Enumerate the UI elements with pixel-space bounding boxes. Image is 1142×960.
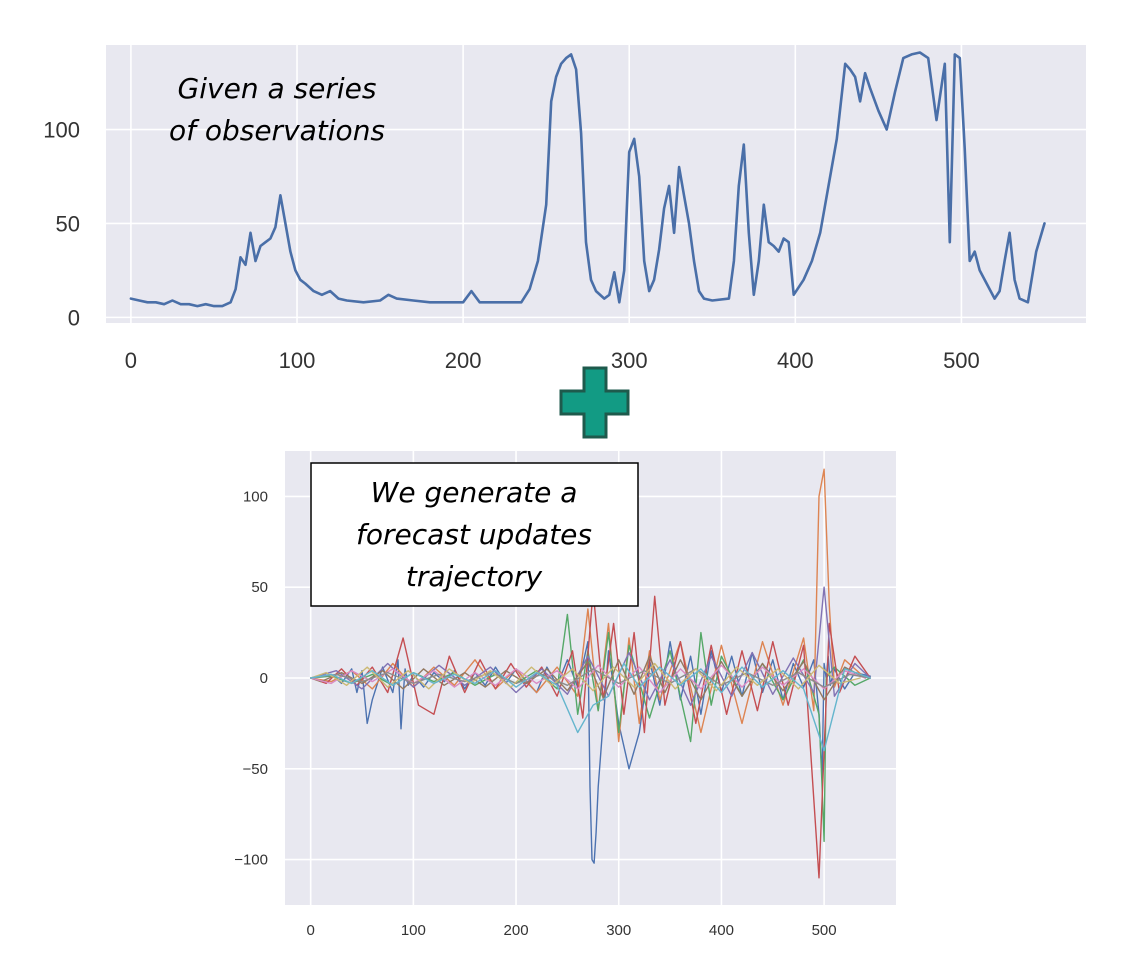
forecast-updates-x-tick-label: 0	[307, 922, 315, 939]
forecast-updates-y-tick-label: 100	[243, 488, 268, 505]
forecast-updates-x-tick-label: 200	[504, 922, 529, 939]
forecast-updates-series-line-6	[310, 655, 866, 701]
observations-series	[129, 51, 1046, 308]
observations-x-tick-label: 200	[445, 348, 482, 373]
plus-icon	[559, 366, 630, 439]
forecast-updates-series	[310, 468, 871, 879]
observations-annotation: Given a series of observations	[169, 72, 385, 147]
forecast-updates-chart: 0 100 200 300 400 500 −100 −50 0 50 100 We generat…	[234, 451, 896, 939]
observations-ticks: 0 100 200 300 400 500 0 50 100	[43, 118, 980, 373]
forecast-updates-y-tick-label: 0	[260, 670, 268, 687]
forecast-annotation-line-3: trajectory	[406, 560, 543, 593]
forecast-updates-y-tick-label: −100	[234, 852, 268, 869]
forecast-updates-y-tick-label: −50	[243, 761, 268, 778]
forecast-updates-series-line-3	[310, 613, 871, 843]
forecast-updates-x-tick-label: 100	[401, 922, 426, 939]
forecast-updates-series-line-7	[310, 664, 866, 694]
annotation-box	[310, 462, 639, 607]
observations-y-tick-label: 50	[56, 211, 80, 236]
forecast-updates-series-line-1	[310, 641, 871, 864]
forecast-updates-series-line-8	[310, 668, 871, 688]
observations-chart: 0 100 200 300 400 500 0 50 100 Given a series of…	[43, 45, 1086, 373]
forecast-updates-annotation: We generate a forecast updates trajector…	[310, 462, 639, 607]
observations-annotation-line-2: of observations	[169, 114, 385, 147]
forecast-updates-series-line-10	[310, 662, 871, 752]
observations-x-tick-label: 500	[943, 348, 980, 373]
observations-x-tick-label: 400	[777, 348, 814, 373]
forecast-annotation-line-1: We generate a	[371, 476, 578, 509]
forecast-updates-x-tick-label: 500	[812, 922, 837, 939]
forecast-updates-ticks: 0 100 200 300 400 500 −100 −50 0 50 100	[234, 488, 836, 939]
forecast-updates-x-tick-label: 300	[606, 922, 631, 939]
forecast-updates-series-line-4	[310, 590, 871, 879]
observations-y-tick-label: 100	[43, 118, 80, 143]
observations-x-tick-label: 100	[279, 348, 316, 373]
observations-y-tick-label: 0	[68, 305, 80, 330]
forecast-annotation-line-2: forecast updates	[356, 518, 592, 551]
forecast-updates-y-tick-label: 50	[251, 579, 268, 596]
observations-x-tick-label: 0	[125, 348, 137, 373]
forecast-updates-x-tick-label: 400	[709, 922, 734, 939]
observations-plot-area	[106, 45, 1086, 323]
forecast-updates-series-line-9	[310, 662, 861, 692]
observations-x-tick-label: 300	[611, 348, 648, 373]
observations-series-line-1	[129, 51, 1046, 308]
observations-annotation-line-1: Given a series	[178, 72, 377, 105]
observations-grid	[106, 45, 1086, 323]
